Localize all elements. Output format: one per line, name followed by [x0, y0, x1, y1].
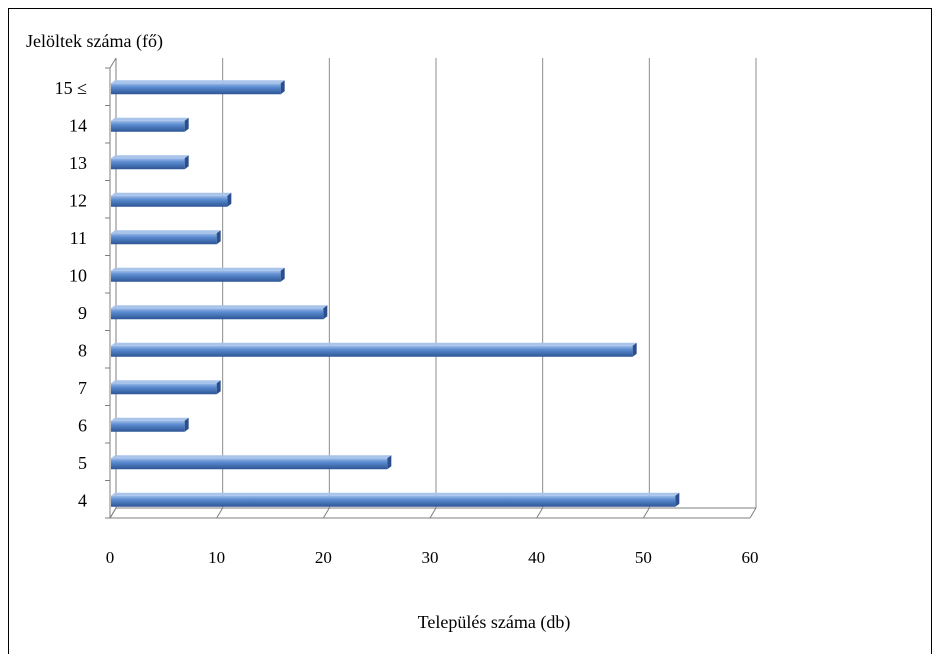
bar-end-face	[280, 80, 285, 95]
plot-walls	[105, 57, 756, 519]
bar-top-face	[111, 455, 392, 459]
bar-end-face	[323, 305, 328, 320]
y-category-label: 12	[69, 190, 87, 210]
bar-group	[111, 230, 221, 245]
bar-group	[111, 267, 285, 282]
bar-top-face	[111, 267, 285, 271]
bar-top-face	[111, 117, 189, 121]
y-category-labels: 4 5 6 7 8 9 10 11 12 13 14 15 ≤	[55, 78, 88, 511]
y-category-label: 6	[78, 415, 87, 435]
y-category-label: 4	[78, 490, 87, 510]
x-tick-label: 60	[742, 548, 759, 567]
y-category-label: 11	[70, 228, 87, 248]
x-tick-label: 50	[635, 548, 652, 567]
x-tick-labels: 0 10 20 30 40 50 60	[106, 548, 759, 567]
bar	[111, 345, 633, 357]
floor-gridline	[536, 507, 544, 519]
bar-group	[111, 192, 232, 207]
x-tick-label: 20	[315, 548, 332, 567]
y-axis-top-connector	[109, 57, 117, 69]
bar-top-face	[111, 155, 189, 159]
bars	[111, 80, 680, 507]
floor-gridline	[429, 507, 437, 519]
bar-group	[111, 455, 392, 470]
y-category-label: 10	[69, 265, 87, 285]
x-tick-label: 0	[106, 548, 115, 567]
bar-end-face	[184, 117, 189, 132]
x-tick-label: 40	[528, 548, 545, 567]
bar-end-face	[184, 155, 189, 170]
bar-top-face	[111, 417, 189, 421]
bar-end-face	[216, 230, 221, 245]
y-category-label: 14	[69, 115, 87, 135]
bar-top-face	[111, 305, 328, 309]
y-category-label: 13	[69, 153, 87, 173]
bar	[111, 383, 217, 395]
x-axis-title: Település száma (db)	[418, 612, 571, 633]
bar-group	[111, 305, 328, 320]
bar-group	[111, 417, 189, 432]
bar	[111, 120, 185, 132]
bar	[111, 233, 217, 245]
bar-group	[111, 80, 285, 95]
bar-end-face	[280, 267, 285, 282]
bar-top-face	[111, 492, 680, 496]
y-category-label: 15 ≤	[55, 78, 88, 98]
bar-end-face	[675, 492, 680, 507]
bar-top-face	[111, 342, 637, 346]
gridlines	[109, 58, 757, 519]
bar	[111, 195, 228, 207]
bar-group	[111, 380, 221, 395]
bar-top-face	[111, 192, 232, 196]
x-tick-label: 30	[422, 548, 439, 567]
bar	[111, 308, 324, 320]
y-category-label: 5	[78, 453, 87, 473]
bar-end-face	[184, 417, 189, 432]
chart-frame	[8, 8, 932, 654]
bar	[111, 458, 388, 470]
bar	[111, 83, 281, 95]
bar-end-face	[227, 192, 232, 207]
bar-group	[111, 342, 637, 357]
bar	[111, 420, 185, 432]
bar-top-face	[111, 230, 221, 234]
bar-top-face	[111, 380, 221, 384]
floor-gridline	[109, 507, 117, 519]
bar-end-face	[216, 380, 221, 395]
floor-gridline	[322, 507, 330, 519]
y-category-label: 7	[78, 378, 87, 398]
y-category-label: 9	[78, 303, 87, 323]
bar	[111, 158, 185, 170]
y-category-label: 8	[78, 340, 87, 360]
bar-group	[111, 117, 189, 132]
bar-group	[111, 155, 189, 170]
bar-end-face	[632, 342, 637, 357]
x-tick-label: 10	[208, 548, 225, 567]
bar-end-face	[387, 455, 392, 470]
floor-gridline	[749, 507, 757, 519]
bar	[111, 495, 676, 507]
bar-top-face	[111, 80, 285, 84]
bar-group	[111, 492, 680, 507]
floor-gridline	[216, 507, 224, 519]
floor-gridline	[642, 507, 650, 519]
bar	[111, 270, 281, 282]
y-axis-title: Jelöltek száma (fő)	[26, 31, 163, 52]
